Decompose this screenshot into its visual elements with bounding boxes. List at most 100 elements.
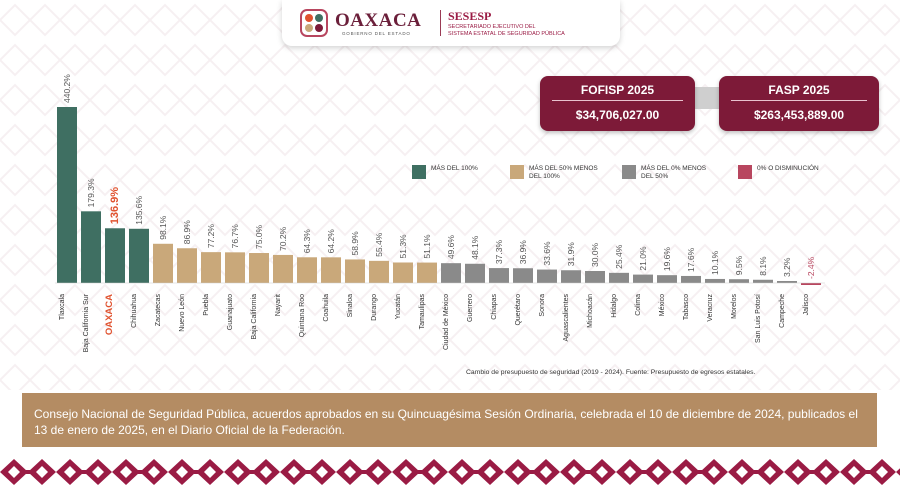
bar-sinaloa <box>345 259 365 283</box>
bar-nayarit <box>273 254 293 283</box>
bar-m-xico <box>657 275 677 283</box>
bar-value-label: 136.9% <box>109 187 121 225</box>
fofisp-title: FOFISP 2025 <box>580 83 655 97</box>
header-divider <box>440 10 441 36</box>
category-label: Colima <box>635 294 642 316</box>
bar-colima <box>633 274 653 283</box>
sesesp-subtitle: SECRETARIADO EJECUTIVO DEL SISTEMA ESTAT… <box>448 24 565 38</box>
sesesp-subtitle-line-1: SECRETARIADO EJECUTIVO DEL <box>448 24 536 30</box>
category-label: Nuevo León <box>179 294 186 332</box>
bar-puebla <box>201 252 221 283</box>
bar-value-label: 31.9% <box>566 242 576 267</box>
bar-baja-california <box>249 253 269 283</box>
legend-label: MÁS DEL 100% <box>431 165 478 172</box>
category-label: Querétaro <box>515 294 522 326</box>
fofisp-box: FOFISP 2025 $34,706,027.00 <box>540 76 695 131</box>
legend-swatch <box>510 165 524 179</box>
bar-value-label: -2.4% <box>806 256 816 279</box>
category-label: Guerrero <box>467 294 474 322</box>
banner-text: Consejo Nacional de Seguridad Pública, a… <box>34 407 858 437</box>
bar-hidalgo <box>609 272 629 283</box>
header-logos: OAXACA GOBIERNO DEL ESTADO SESESP SECRET… <box>282 0 620 46</box>
fofisp-value: $34,706,027.00 <box>575 108 660 122</box>
bar-value-label: 86.9% <box>182 220 192 245</box>
info-banner: Consejo Nacional de Seguridad Pública, a… <box>22 393 877 447</box>
bar-value-label: 58.9% <box>350 231 360 256</box>
fasp-divider <box>731 100 867 101</box>
bar-value-label: 135.6% <box>134 196 144 225</box>
category-label: Sinaloa <box>347 294 354 317</box>
bar-value-label: 51.3% <box>398 234 408 259</box>
category-label: Yucatán <box>395 294 402 319</box>
category-label: Aguascalientes <box>563 294 570 342</box>
category-label: Tamaulipas <box>419 294 426 330</box>
bar-value-label: 64.2% <box>326 229 336 254</box>
bar-baja-california-sur <box>81 211 101 283</box>
bar-value-label: 17.6% <box>686 247 696 272</box>
legend-item-50-100: MÁS DEL 50% MENOS DEL 100% <box>510 165 599 181</box>
category-label: Tlaxcala <box>59 294 66 320</box>
category-label: Chihuahua <box>131 294 138 328</box>
fofisp-divider <box>552 100 683 101</box>
bar-michoac-n <box>585 271 605 283</box>
bar-value-label: 25.4% <box>614 244 624 269</box>
bar-chihuahua <box>129 228 149 283</box>
bar-veracruz <box>705 278 725 283</box>
bar-tabasco <box>681 275 701 283</box>
bar-value-label: 9.5% <box>734 255 744 275</box>
category-label: Campeche <box>779 294 786 328</box>
bar-value-label: 36.9% <box>518 240 528 265</box>
category-label: Veracruz <box>707 294 714 322</box>
category-label: Ciudad de México <box>443 294 450 350</box>
bar-value-label: 55.4% <box>374 232 384 257</box>
bar-value-label: 64.3% <box>302 229 312 254</box>
category-label: Durango <box>371 294 378 321</box>
bar-value-label: 10.1% <box>710 250 720 275</box>
bar-durango <box>369 260 389 283</box>
category-label: Baja California <box>251 294 258 340</box>
legend-item-over-100: MÁS DEL 100% <box>412 165 478 179</box>
category-label: Puebla <box>203 294 210 316</box>
sesesp-subtitle-line-2: SISTEMA ESTATAL DE SEGURIDAD PÚBLICA <box>448 31 565 37</box>
category-label: Jalisco <box>803 294 810 316</box>
bar-value-label: 51.1% <box>422 234 432 259</box>
fasp-title: FASP 2025 <box>768 83 830 97</box>
category-label: Nayarit <box>275 294 282 316</box>
legend-item-0-50: MÁS DEL 0% MENOS DEL 50% <box>622 165 711 181</box>
oaxaca-subtitle: GOBIERNO DEL ESTADO <box>342 31 411 36</box>
footer-pattern <box>0 455 900 489</box>
category-label: Quintana Roo <box>299 294 306 337</box>
bar-value-label: 19.6% <box>662 247 672 272</box>
bar-ciudad-de-m-xico <box>441 263 461 283</box>
oaxaca-title: OAXACA <box>335 10 422 31</box>
bar-chiapas <box>489 268 509 283</box>
bar-aguascalientes <box>561 270 581 283</box>
category-label: Guanajuato <box>227 294 234 330</box>
category-label: Tabasco <box>683 294 690 320</box>
category-label: Morelos <box>731 294 738 319</box>
oaxaca-logo-icon <box>300 9 328 37</box>
bar-value-label: 70.2% <box>278 226 288 251</box>
bar-value-label: 76.7% <box>230 224 240 249</box>
category-label: México <box>659 294 666 316</box>
category-label: Chiapas <box>491 294 498 320</box>
bar-value-label: 48.1% <box>470 235 480 260</box>
category-label: Sonora <box>539 294 546 317</box>
budget-change-bar-chart: 440.2% Tlaxcala 179.3% Baja California Sur 1… <box>55 74 825 352</box>
bar-guerrero <box>465 263 485 283</box>
bar-value-label: 3.2% <box>782 257 792 277</box>
bar-value-label: 75.0% <box>254 224 264 249</box>
legend-swatch <box>622 165 636 179</box>
bar-nuevo-le-n <box>177 248 197 283</box>
bar-tamaulipas <box>417 262 437 283</box>
bar-guanajuato <box>225 252 245 283</box>
bar-sonora <box>537 269 557 283</box>
category-label: Michoacán <box>587 294 594 328</box>
bar-campeche <box>777 281 797 283</box>
bar-value-label: 30.0% <box>590 242 600 267</box>
category-label: Coahuila <box>323 294 330 322</box>
bar-san-luis-potos- <box>753 279 773 283</box>
bar-value-label: 98.1% <box>158 215 168 240</box>
fasp-value: $263,453,889.00 <box>753 108 845 122</box>
category-label: Zacatecas <box>155 294 162 327</box>
